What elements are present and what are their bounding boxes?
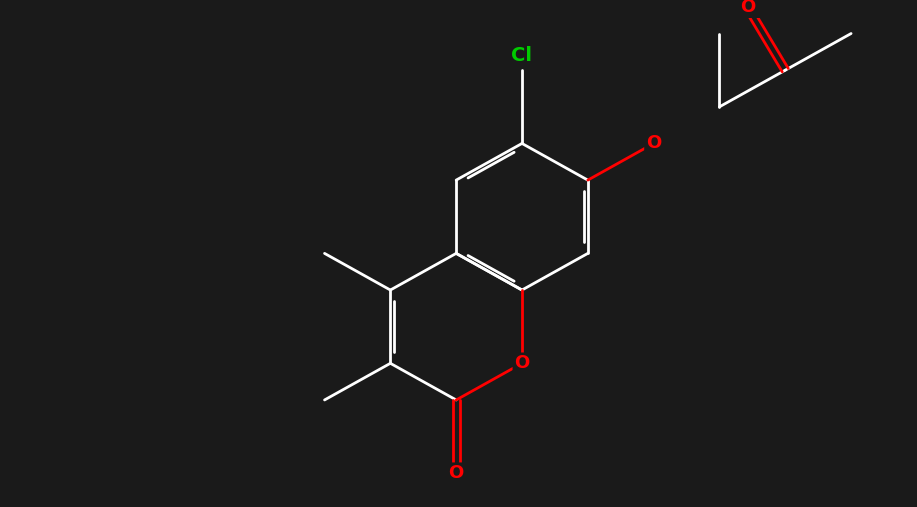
Text: O: O <box>740 0 755 16</box>
Text: O: O <box>514 354 530 372</box>
Text: O: O <box>646 134 661 153</box>
Text: O: O <box>448 464 464 482</box>
Text: Cl: Cl <box>512 46 533 65</box>
